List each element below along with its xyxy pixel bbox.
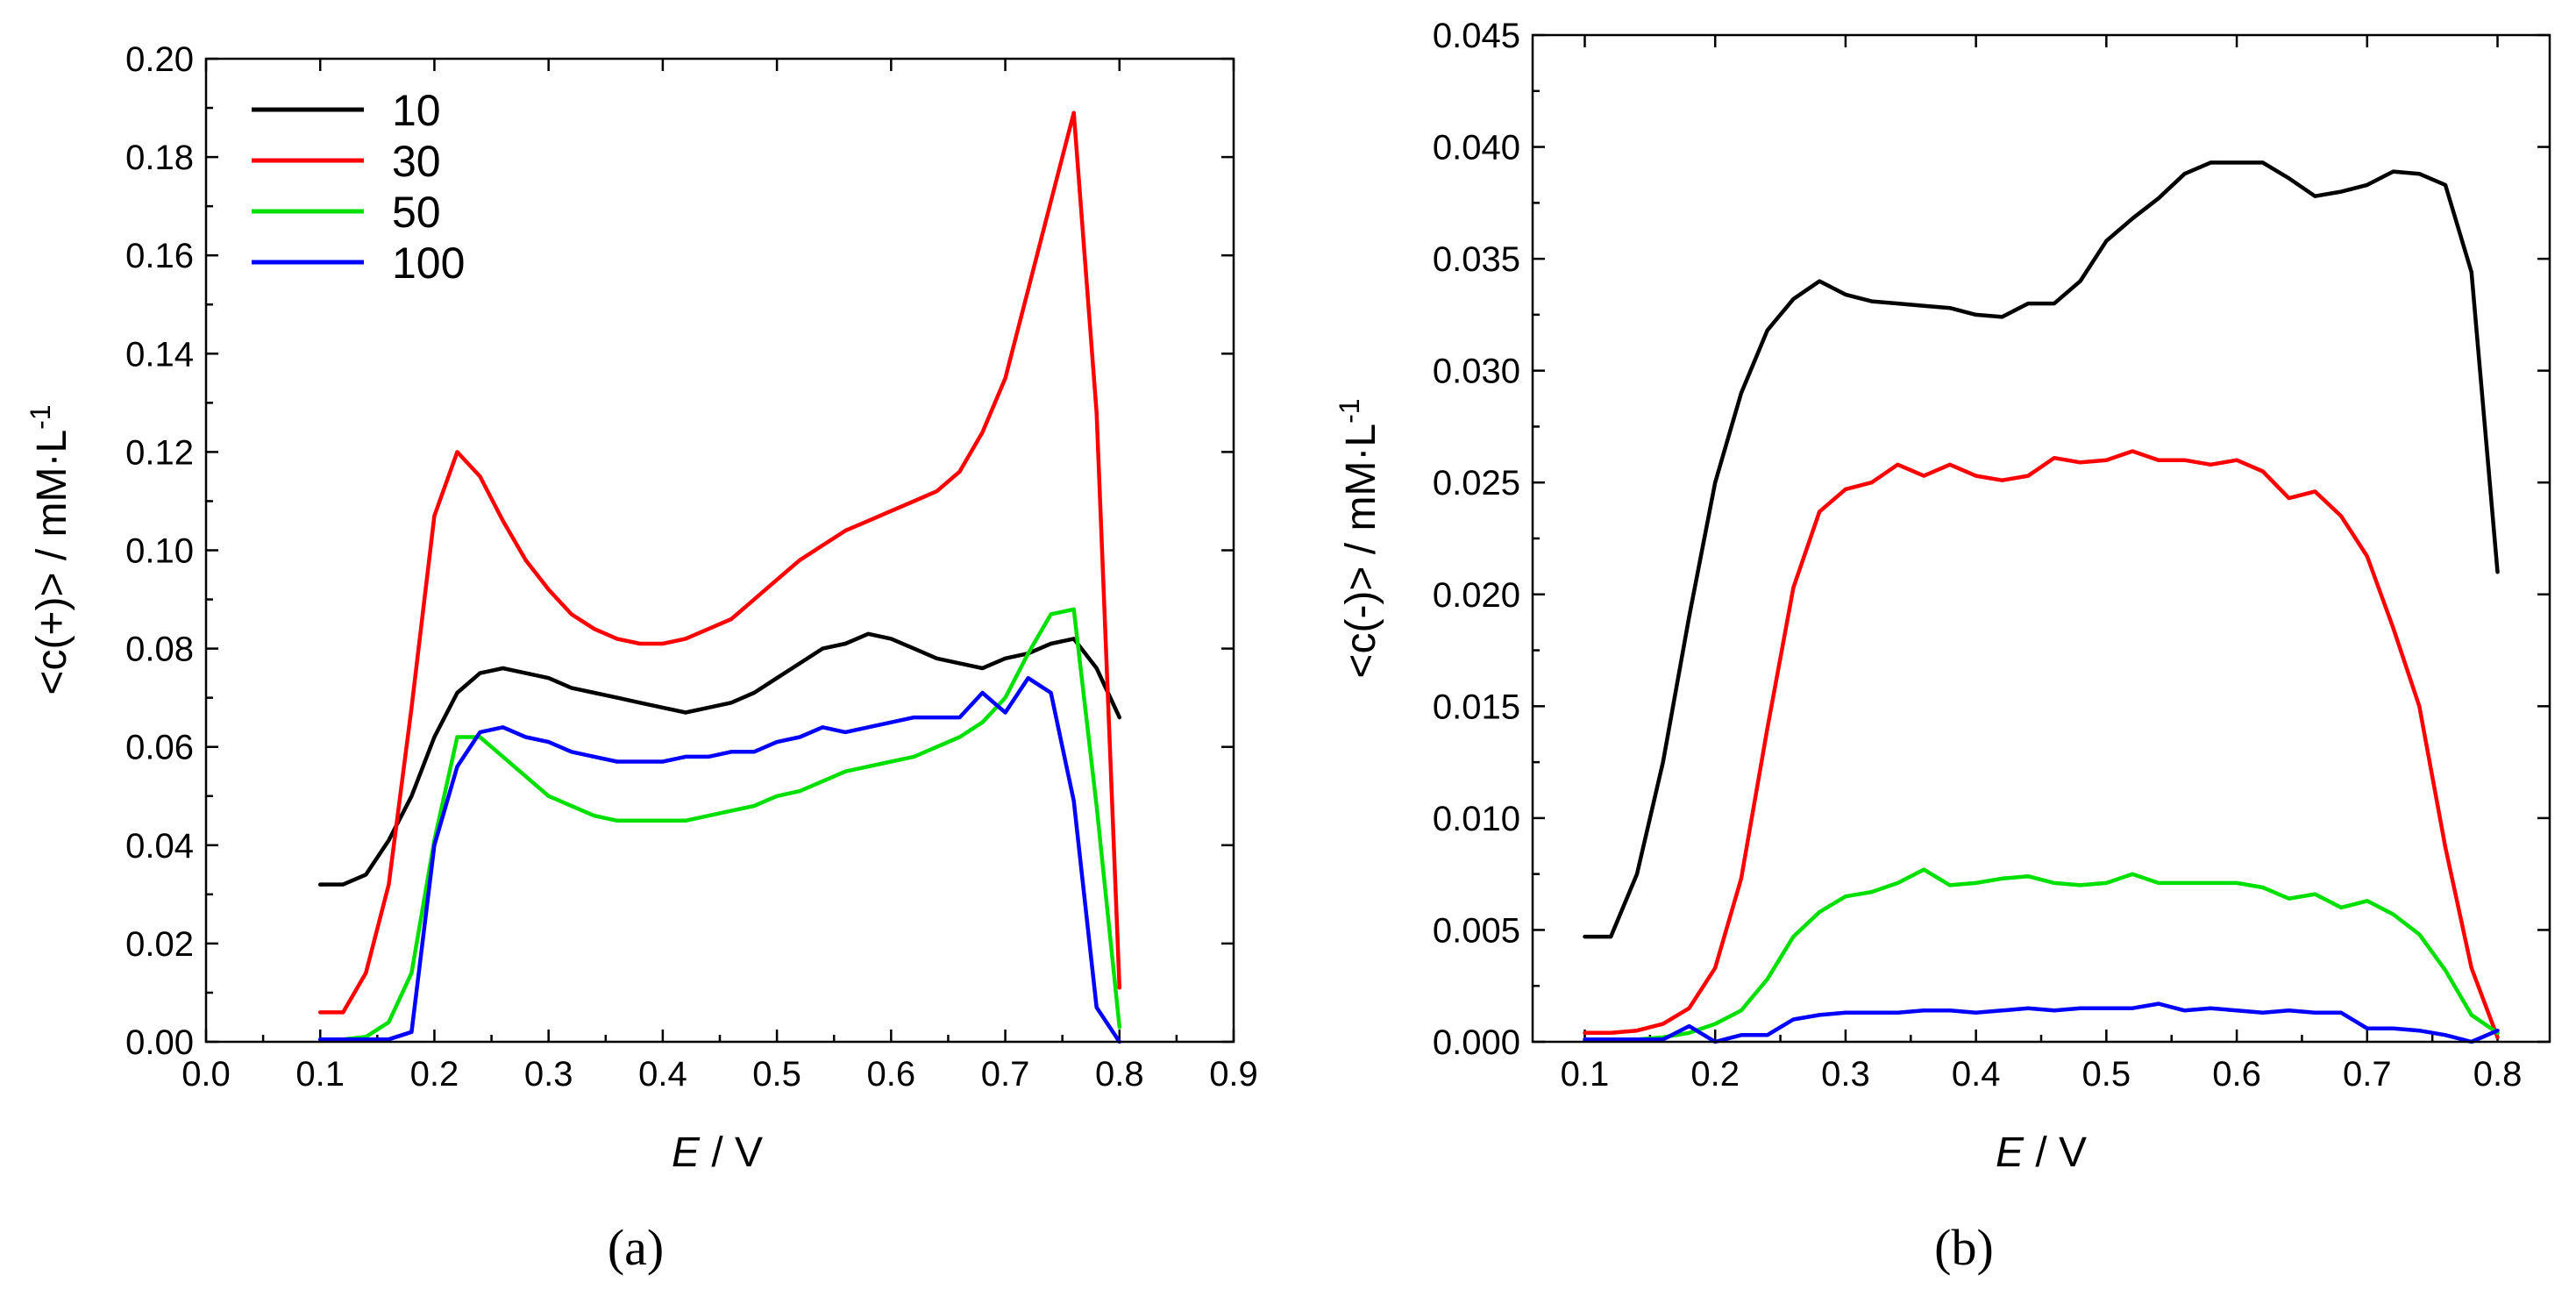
chart-a-series-100-line — [317, 675, 1122, 1044]
chart-a-series-30-line — [317, 110, 1122, 1015]
chart-b-y-axis-superscript: -1 — [1334, 398, 1365, 423]
chart-a-x-tick-label: 0.3 — [524, 1055, 573, 1094]
chart-a-y-tick-label: 0.20 — [125, 40, 194, 79]
chart-a-y-tick-label: 0.00 — [125, 1023, 194, 1062]
legend-label-100: 100 — [392, 239, 465, 288]
chart-a-x-tick-label: 0.2 — [410, 1055, 459, 1094]
chart-a-series-10-line — [317, 631, 1122, 887]
panel-label-b: (b) — [1934, 1219, 1994, 1276]
chart-a-y-tick-label: 0.10 — [125, 532, 194, 571]
chart-b-y-tick-label: 0.000 — [1433, 1023, 1520, 1062]
chart-b-y-tick-label: 0.035 — [1433, 240, 1520, 279]
chart-b-y-axis-label: <c(-)> / mM·L — [1338, 424, 1384, 679]
chart-b-y-tick-label: 0.005 — [1433, 911, 1520, 950]
chart-a-x-tick-label: 0.6 — [867, 1055, 916, 1094]
chart-a-x-tick-label: 0.0 — [181, 1055, 231, 1094]
chart-a-x-axis-title: E / V — [672, 1130, 763, 1176]
chart-a-x-tick-label: 0.1 — [295, 1055, 345, 1094]
chart-a-y-tick-label: 0.18 — [125, 139, 194, 177]
panel-label-a: (a) — [608, 1219, 664, 1276]
chart-panel-a: 0.0 0.1 0.2 0.3 0.4 0.5 0.6 0.7 0.8 0.9 0.00 0.02 0.… — [25, 40, 1258, 1276]
chart-b-x-tick-label: 0.5 — [2082, 1055, 2131, 1094]
chart-a-y-tick-label: 0.06 — [125, 729, 194, 767]
chart-b-x-tick-label: 0.4 — [1952, 1055, 2001, 1094]
chart-b-x-axis-title: E / V — [1996, 1130, 2087, 1176]
chart-b-y-tick-label: 0.030 — [1433, 353, 1520, 391]
chart-a-y-tick-label: 0.14 — [125, 335, 194, 374]
chart-a-y-tick-label: 0.04 — [125, 827, 194, 866]
chart-b-y-tick-label: 0.025 — [1433, 464, 1520, 502]
legend-label-10: 10 — [392, 86, 441, 135]
legend-label-30: 30 — [392, 137, 441, 186]
chart-b-y-tick-label: 0.015 — [1433, 688, 1520, 726]
chart-a-ticks: 0.0 0.1 0.2 0.3 0.4 0.5 0.6 0.7 0.8 0.9 0.00 0.02 0.… — [125, 40, 1258, 1094]
chart-b-series-30-line — [1583, 449, 2500, 1040]
chart-a-series-50-line — [317, 607, 1122, 1042]
chart-b-x-tick-label: 0.2 — [1690, 1055, 1740, 1094]
chart-b-series-50-line — [1583, 867, 2500, 1042]
chart-b-y-axis-title: <c(-)> / mM·L-1 — [1334, 398, 1384, 678]
chart-a-x-tick-label: 0.9 — [1209, 1055, 1258, 1094]
chart-b-x-tick-label: 0.7 — [2343, 1055, 2392, 1094]
chart-b-series — [1583, 160, 2500, 1044]
chart-a-y-tick-label: 0.16 — [125, 237, 194, 275]
chart-a-y-tick-label: 0.12 — [125, 433, 194, 472]
chart-b-y-tick-label: 0.045 — [1433, 17, 1520, 55]
chart-b-plot-frame — [1531, 33, 2551, 1044]
chart-a-x-axis-unit: / V — [700, 1130, 763, 1176]
chart-a-x-tick-label: 0.8 — [1095, 1055, 1144, 1094]
chart-a-y-axis-label: <c(+)> / mM·L — [29, 430, 75, 695]
chart-a-x-tick-label: 0.4 — [638, 1055, 687, 1094]
chart-a-x-tick-label: 0.5 — [752, 1055, 801, 1094]
chart-b-y-tick-label: 0.010 — [1433, 800, 1520, 838]
chart-b-x-tick-label: 0.1 — [1561, 1055, 1610, 1094]
chart-a-y-tick-label: 0.08 — [125, 631, 194, 669]
chart-b-series-10-line — [1583, 160, 2500, 939]
chart-b-x-tick-label: 0.3 — [1821, 1055, 1870, 1094]
chart-b-x-axis-unit: / V — [2024, 1130, 2087, 1176]
chart-b-y-tick-label: 0.020 — [1433, 576, 1520, 615]
chart-a-y-axis-superscript: -1 — [25, 404, 56, 429]
chart-a-plot-frame — [204, 57, 1235, 1044]
chart-b-ticks: 0.1 0.2 0.3 0.4 0.5 0.6 0.7 0.8 0.000 0.005 0.010 0… — [1433, 17, 2550, 1094]
chart-b-x-tick-label: 0.6 — [2212, 1055, 2261, 1094]
chart-a-x-axis-symbol: E — [672, 1130, 701, 1176]
chart-a-y-tick-label: 0.02 — [125, 925, 194, 964]
chart-panel-b: 0.1 0.2 0.3 0.4 0.5 0.6 0.7 0.8 0.000 0.005 0.010 0… — [1334, 17, 2551, 1276]
chart-b-series-100-line — [1583, 1001, 2500, 1044]
chart-a-y-axis-title: <c(+)> / mM·L-1 — [25, 404, 75, 695]
chart-b-x-tick-label: 0.8 — [2473, 1055, 2523, 1094]
chart-b-y-tick-label: 0.040 — [1433, 129, 1520, 167]
chart-b-x-axis-symbol: E — [1996, 1130, 2025, 1176]
chart-a-series — [317, 110, 1122, 1044]
legend-label-50: 50 — [392, 188, 441, 237]
chart-a-x-tick-label: 0.7 — [981, 1055, 1030, 1094]
